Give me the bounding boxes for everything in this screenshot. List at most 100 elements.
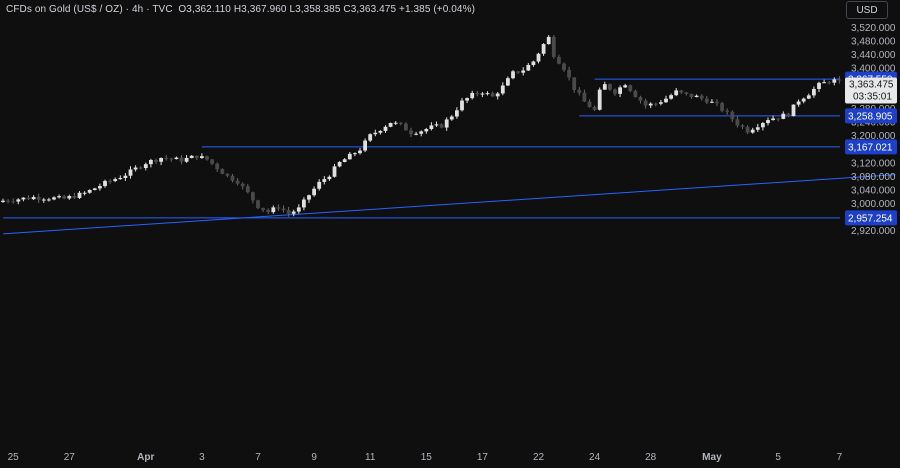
candle: [57, 194, 61, 199]
source-label: TVC: [152, 4, 173, 15]
candle: [31, 195, 36, 200]
candle: [378, 130, 383, 135]
x-tick-label: 5: [775, 452, 781, 463]
candle: [174, 156, 179, 160]
candle: [725, 108, 730, 115]
y-tick-label: 3,480.000: [851, 37, 896, 48]
candle: [633, 89, 638, 98]
x-tick-label: 15: [421, 452, 433, 463]
candle: [470, 90, 475, 100]
y-tick-label: 3,520.000: [851, 23, 896, 34]
y-tick-label: 3,040.000: [851, 185, 896, 196]
candle: [500, 82, 505, 96]
trendline[interactable]: [2, 174, 896, 235]
x-tick-label: Apr: [137, 452, 154, 463]
candle: [684, 91, 689, 96]
candle: [138, 166, 143, 170]
x-tick-label: 27: [64, 452, 76, 463]
y-tick-label: 3,000.000: [851, 199, 896, 210]
candle: [189, 154, 194, 159]
y-tick-label: 3,400.000: [851, 64, 896, 75]
symbol-title[interactable]: CFDs on Gold (US$ / OZ): [6, 4, 123, 15]
candle: [806, 93, 811, 100]
candle: [511, 69, 515, 80]
candle: [87, 189, 92, 194]
candle: [210, 158, 214, 166]
candle: [398, 122, 403, 126]
candle: [312, 186, 316, 197]
interval-label[interactable]: 4h: [131, 4, 144, 15]
candle: [623, 83, 628, 88]
candle: [551, 35, 556, 59]
candle: [776, 118, 781, 122]
candle: [404, 122, 408, 131]
candle: [526, 63, 531, 72]
candle: [653, 102, 658, 107]
change-value: +1.385 (+0.04%): [399, 4, 476, 15]
candle: [41, 197, 46, 203]
candle: [302, 197, 306, 211]
candle: [373, 129, 378, 137]
candle: [475, 90, 480, 97]
candle: [694, 94, 699, 98]
currency-button[interactable]: USD: [846, 1, 888, 19]
candle: [587, 99, 592, 108]
candle: [455, 107, 459, 119]
candle: [521, 67, 526, 76]
candle: [750, 127, 755, 134]
candle: [286, 206, 291, 217]
candle: [608, 83, 612, 91]
candle: [353, 152, 357, 157]
candle: [154, 158, 158, 164]
candle: [567, 66, 571, 81]
candle: [261, 207, 265, 213]
candle: [16, 198, 21, 205]
candle: [368, 133, 373, 142]
candle: [689, 93, 694, 99]
candle: [730, 110, 735, 122]
candle: [822, 79, 826, 84]
candle: [506, 76, 510, 87]
candle: [6, 199, 10, 204]
candle: [439, 123, 444, 129]
candle: [781, 111, 786, 120]
candle: [82, 191, 87, 196]
candle: [495, 91, 500, 100]
candle: [755, 123, 760, 132]
candle: [332, 164, 337, 178]
candle: [245, 183, 250, 194]
candle: [796, 99, 801, 107]
candle: [317, 179, 322, 191]
candle: [638, 95, 643, 104]
candle: [582, 89, 587, 102]
candle: [827, 80, 832, 85]
candle: [281, 205, 286, 213]
candle: [465, 97, 469, 104]
candle: [572, 77, 577, 93]
candle: [52, 196, 56, 201]
x-tick-label: 22: [533, 452, 545, 463]
candle: [659, 100, 663, 106]
y-tick-label: 3,200.000: [851, 131, 896, 142]
candle: [358, 147, 362, 155]
candle: [669, 93, 673, 100]
candle: [159, 157, 163, 166]
candle: [710, 99, 714, 104]
candle: [786, 112, 791, 118]
candle: [679, 89, 684, 95]
candle: [643, 98, 648, 109]
candle: [194, 155, 199, 160]
candle: [128, 166, 133, 179]
candle: [215, 162, 220, 172]
candle: [256, 199, 260, 209]
candle: [291, 209, 296, 217]
bar-countdown: 03:35:01: [853, 91, 892, 102]
x-tick-label: 11: [365, 452, 376, 463]
candle: [271, 205, 276, 214]
candle: [337, 161, 342, 168]
candle: [62, 194, 67, 200]
candle: [541, 43, 546, 56]
candle: [225, 173, 230, 178]
candle: [92, 187, 97, 191]
